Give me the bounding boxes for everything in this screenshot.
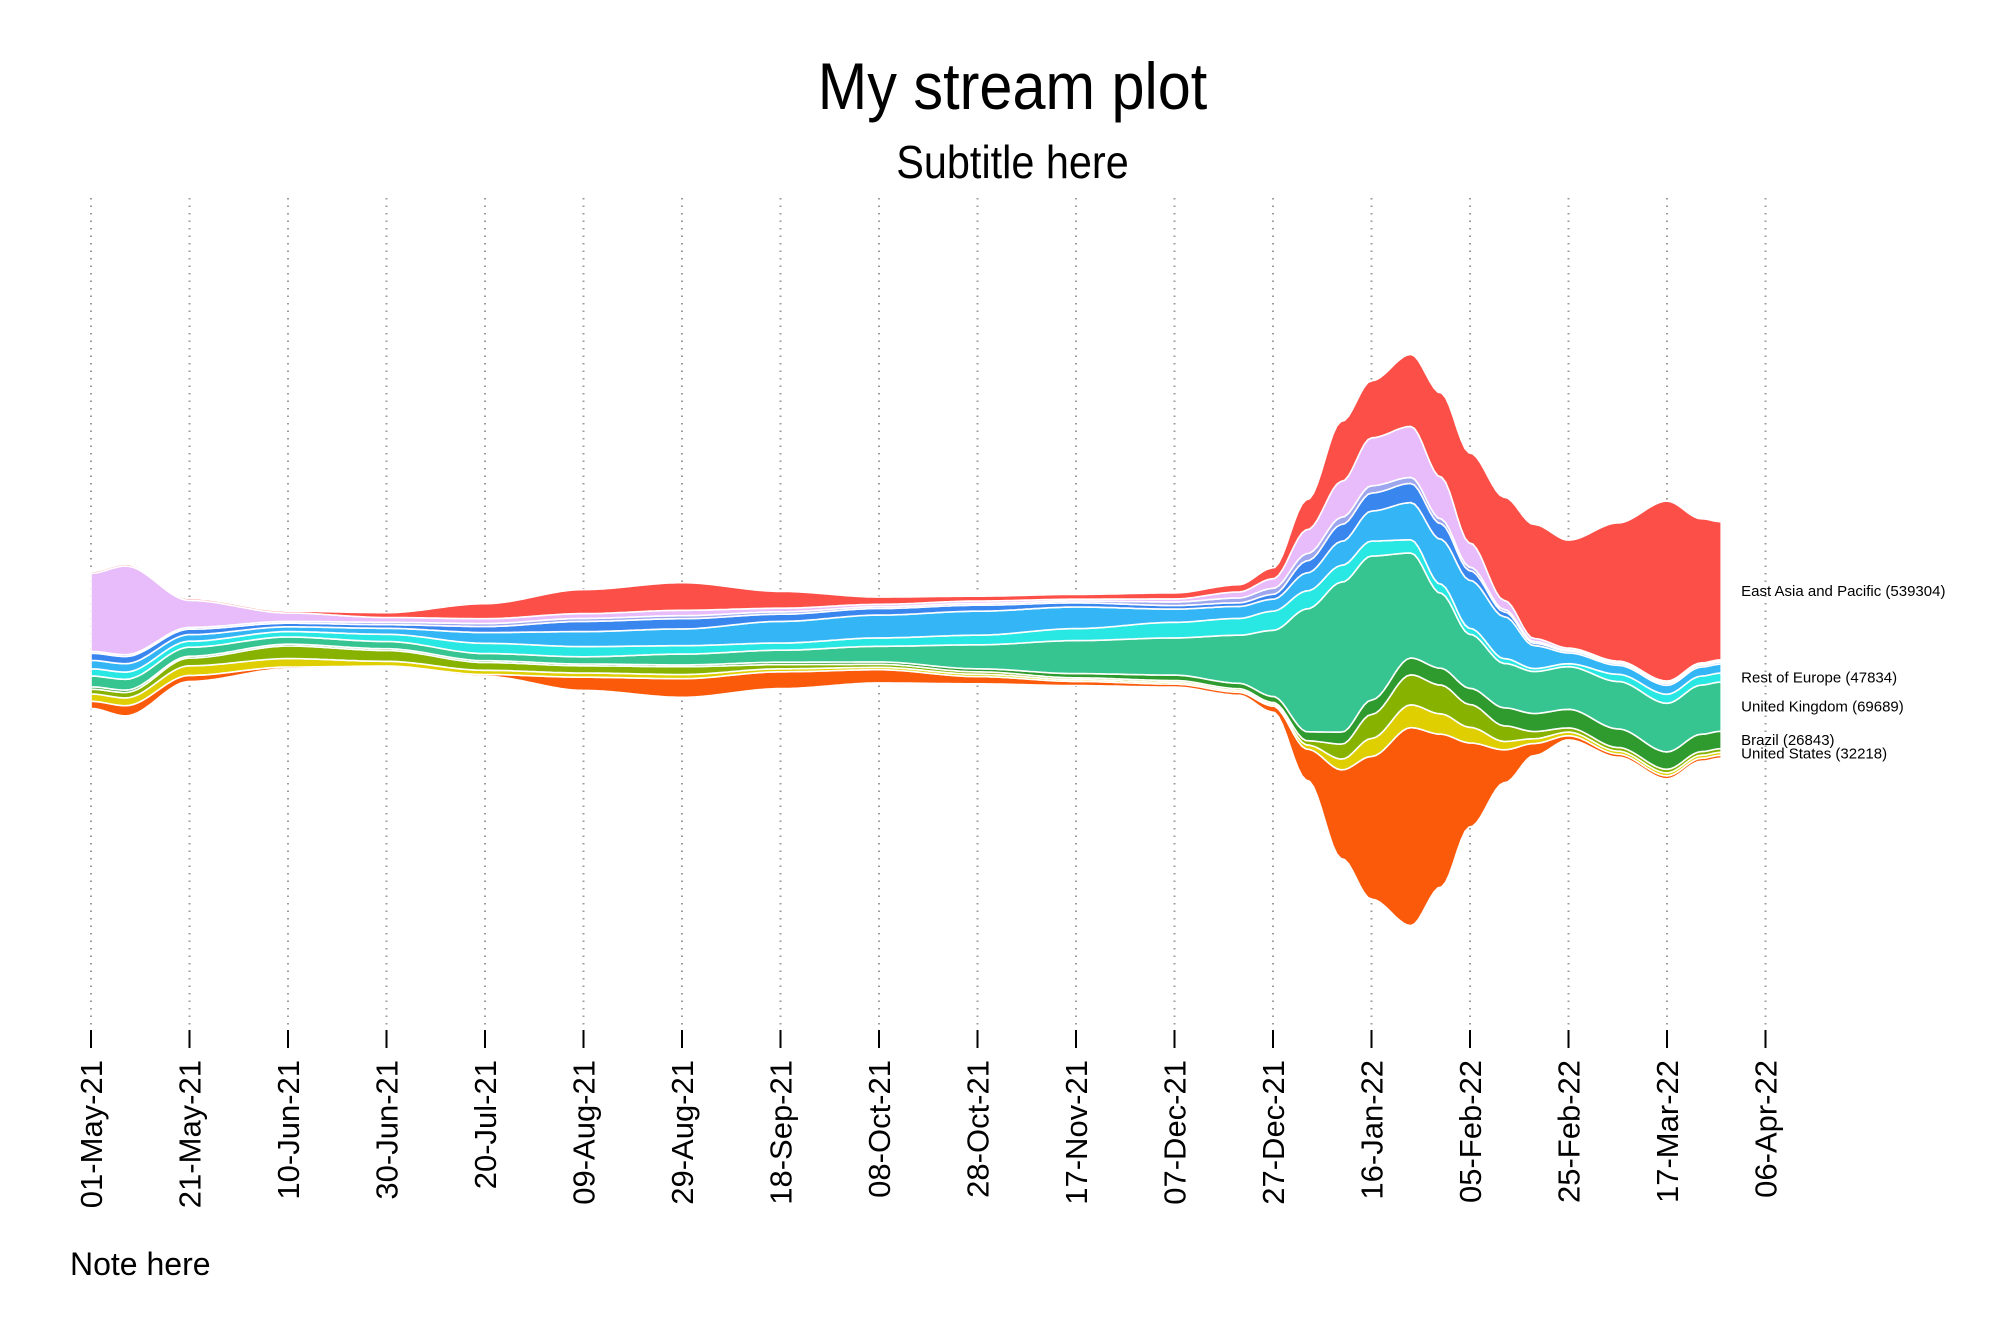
series-end-label: Rest of Europe (47834) (1741, 670, 1897, 687)
chart-subtitle: Subtitle here (896, 136, 1129, 188)
series-end-label: United States (32218) (1741, 746, 1887, 763)
stream-layer-10 (90, 353, 1722, 682)
series-end-label: East Asia and Pacific (539304) (1741, 583, 1945, 600)
series-end-labels: East Asia and Pacific (539304) Rest of Eu… (1741, 583, 1945, 763)
x-tick-label: 17-Nov-21 (1059, 1060, 1094, 1205)
x-tick-label: 21-May-21 (173, 1060, 208, 1208)
x-tick-label: 10-Jun-21 (271, 1060, 306, 1200)
x-tick-label: 17-Mar-22 (1650, 1060, 1685, 1203)
series-end-label: United Kingdom (69689) (1741, 699, 1904, 716)
x-tick-label: 07-Dec-21 (1158, 1060, 1193, 1205)
series-end-label: Brazil (26843) (1741, 732, 1834, 749)
chart-title: My stream plot (817, 49, 1208, 123)
x-tick-label: 16-Jan-22 (1355, 1060, 1390, 1200)
x-tick-label: 20-Jul-21 (468, 1060, 503, 1189)
x-tick-label: 05-Feb-22 (1453, 1060, 1488, 1203)
x-tick-label: 25-Feb-22 (1552, 1060, 1587, 1203)
stream-layers (90, 353, 1722, 927)
x-tick-label: 18-Sep-21 (764, 1060, 799, 1205)
x-tick-label: 28-Oct-21 (961, 1060, 996, 1198)
chart-note: Note here (70, 1246, 211, 1282)
x-tick-label: 27-Dec-21 (1256, 1060, 1291, 1205)
x-tick-label: 01-May-21 (74, 1060, 109, 1208)
x-tick-label: 29-Aug-21 (665, 1060, 700, 1205)
x-tick-label: 30-Jun-21 (370, 1060, 405, 1200)
x-tick-label: 08-Oct-21 (862, 1060, 897, 1198)
x-tick-label: 06-Apr-22 (1749, 1060, 1784, 1198)
x-tick-label: 09-Aug-21 (567, 1060, 602, 1205)
x-axis: 01-May-21 21-May-21 10-Jun-21 30-Jun-21 20-J… (74, 1030, 1784, 1208)
